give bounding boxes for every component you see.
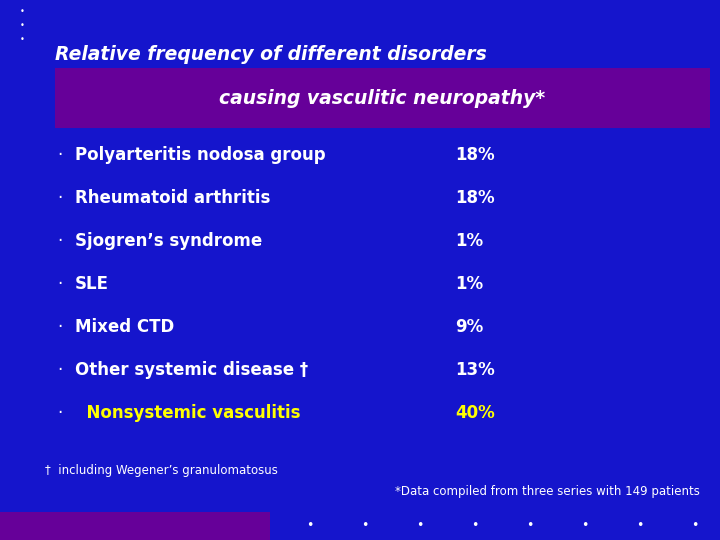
Text: 13%: 13%: [455, 361, 495, 379]
Text: Rheumatoid arthritis: Rheumatoid arthritis: [75, 189, 271, 207]
Text: Other systemic disease †: Other systemic disease †: [75, 361, 308, 379]
Text: •: •: [306, 519, 314, 532]
FancyBboxPatch shape: [0, 512, 270, 540]
FancyBboxPatch shape: [55, 68, 710, 128]
Text: 1%: 1%: [455, 275, 483, 293]
Text: SLE: SLE: [75, 275, 109, 293]
Text: causing vasculitic neuropathy*: causing vasculitic neuropathy*: [220, 89, 546, 107]
Text: ·: ·: [58, 275, 63, 293]
Text: *Data compiled from three series with 149 patients: *Data compiled from three series with 14…: [395, 485, 700, 498]
Text: 18%: 18%: [455, 146, 495, 164]
Text: Relative frequency of different disorders: Relative frequency of different disorder…: [55, 45, 487, 64]
Text: ·: ·: [58, 146, 63, 164]
Text: 9%: 9%: [455, 318, 483, 336]
Text: ·: ·: [58, 361, 63, 379]
Text: •: •: [19, 36, 24, 44]
Text: 18%: 18%: [455, 189, 495, 207]
Text: •: •: [636, 519, 644, 532]
Text: ·: ·: [58, 189, 63, 207]
Text: ·: ·: [58, 318, 63, 336]
Text: 40%: 40%: [455, 404, 495, 422]
Text: •: •: [19, 22, 24, 30]
Text: •: •: [361, 519, 369, 532]
Text: ·: ·: [58, 404, 63, 422]
Text: Sjogren’s syndrome: Sjogren’s syndrome: [75, 232, 262, 250]
Text: Nonsystemic vasculitis: Nonsystemic vasculitis: [75, 404, 300, 422]
Text: Mixed CTD: Mixed CTD: [75, 318, 174, 336]
Text: •: •: [691, 519, 698, 532]
Text: †  including Wegener’s granulomatosus: † including Wegener’s granulomatosus: [45, 464, 278, 477]
Text: •: •: [19, 8, 24, 17]
Text: •: •: [416, 519, 423, 532]
Text: ·: ·: [58, 232, 63, 250]
Text: •: •: [472, 519, 479, 532]
Text: 1%: 1%: [455, 232, 483, 250]
Text: •: •: [526, 519, 534, 532]
Text: •: •: [581, 519, 589, 532]
Text: Polyarteritis nodosa group: Polyarteritis nodosa group: [75, 146, 325, 164]
